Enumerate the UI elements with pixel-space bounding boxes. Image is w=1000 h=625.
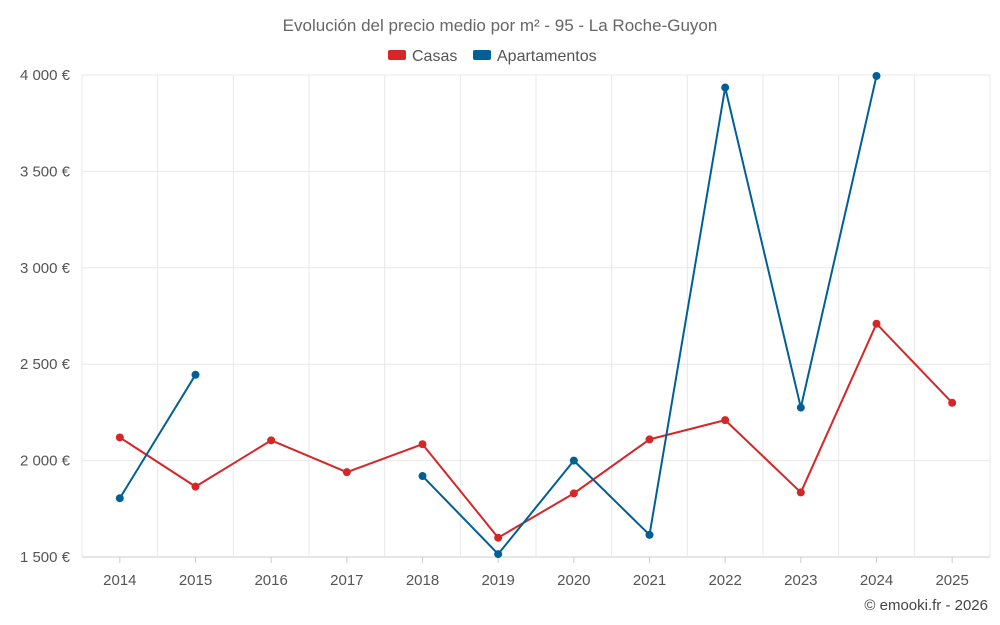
credit-text: © emooki.fr - 2026 — [864, 597, 988, 614]
legend-item-apartamentos[interactable]: Apartamentos — [473, 48, 597, 65]
data-point-apartamentos[interactable] — [191, 370, 200, 379]
x-tick-label: 2015 — [179, 572, 212, 589]
x-tick-label: 2025 — [935, 572, 968, 589]
series — [115, 71, 957, 559]
data-point-apartamentos[interactable] — [721, 83, 730, 92]
x-tick-label: 2022 — [708, 572, 741, 589]
y-tick-label: 3 500 € — [20, 163, 71, 180]
data-point-apartamentos[interactable] — [418, 472, 427, 481]
x-tick-label: 2023 — [784, 572, 817, 589]
data-point-casas[interactable] — [796, 488, 805, 497]
legend-label-apartamentos: Apartamentos — [497, 48, 597, 65]
x-tick-label: 2024 — [860, 572, 893, 589]
y-tick-label: 3 000 € — [20, 260, 71, 277]
legend: Casas Apartamentos — [388, 48, 597, 65]
y-tick-label: 2 500 € — [20, 356, 71, 373]
legend-item-casas[interactable]: Casas — [388, 48, 457, 65]
x-tick-label: 2014 — [103, 572, 136, 589]
data-point-apartamentos[interactable] — [494, 550, 503, 559]
data-point-casas[interactable] — [872, 319, 881, 328]
y-tick-label: 1 500 € — [20, 549, 71, 566]
x-tick-label: 2019 — [481, 572, 514, 589]
data-point-apartamentos[interactable] — [115, 494, 124, 503]
x-tick-label: 2018 — [406, 572, 439, 589]
x-tick-label: 2016 — [254, 572, 287, 589]
axes: 1 500 € 2 000 € 2 500 € 3 000 € 3 500 € 4 000… — [20, 67, 969, 589]
data-point-casas[interactable] — [494, 533, 503, 542]
series-casas — [115, 319, 957, 542]
legend-swatch-apartamentos — [473, 50, 491, 60]
data-point-casas[interactable] — [267, 436, 276, 445]
data-point-apartamentos[interactable] — [645, 530, 654, 539]
x-tick-label: 2017 — [330, 572, 363, 589]
data-point-casas[interactable] — [948, 398, 957, 407]
series-line-casas — [119, 322, 953, 539]
data-point-casas[interactable] — [418, 440, 427, 449]
data-point-casas[interactable] — [645, 435, 654, 444]
data-point-casas[interactable] — [721, 416, 730, 425]
y-tick-label: 4 000 € — [20, 67, 71, 84]
data-point-casas[interactable] — [342, 468, 351, 477]
legend-label-casas: Casas — [412, 48, 457, 65]
data-point-apartamentos[interactable] — [569, 456, 578, 465]
legend-swatch-casas — [388, 50, 406, 60]
series-apartamentos — [115, 71, 881, 559]
series-line-apartamentos — [118, 374, 197, 499]
chart-title: Evolución del precio medio por m² - 95 -… — [283, 16, 718, 35]
data-point-casas[interactable] — [115, 433, 124, 442]
data-point-casas[interactable] — [191, 482, 200, 491]
gridlines — [81, 74, 991, 558]
data-point-apartamentos[interactable] — [872, 71, 881, 80]
data-point-casas[interactable] — [569, 489, 578, 498]
series-line-apartamentos — [421, 75, 878, 556]
x-tick-label: 2021 — [633, 572, 666, 589]
data-point-apartamentos[interactable] — [796, 403, 805, 412]
x-tick-label: 2020 — [557, 572, 590, 589]
y-tick-label: 2 000 € — [20, 453, 71, 470]
